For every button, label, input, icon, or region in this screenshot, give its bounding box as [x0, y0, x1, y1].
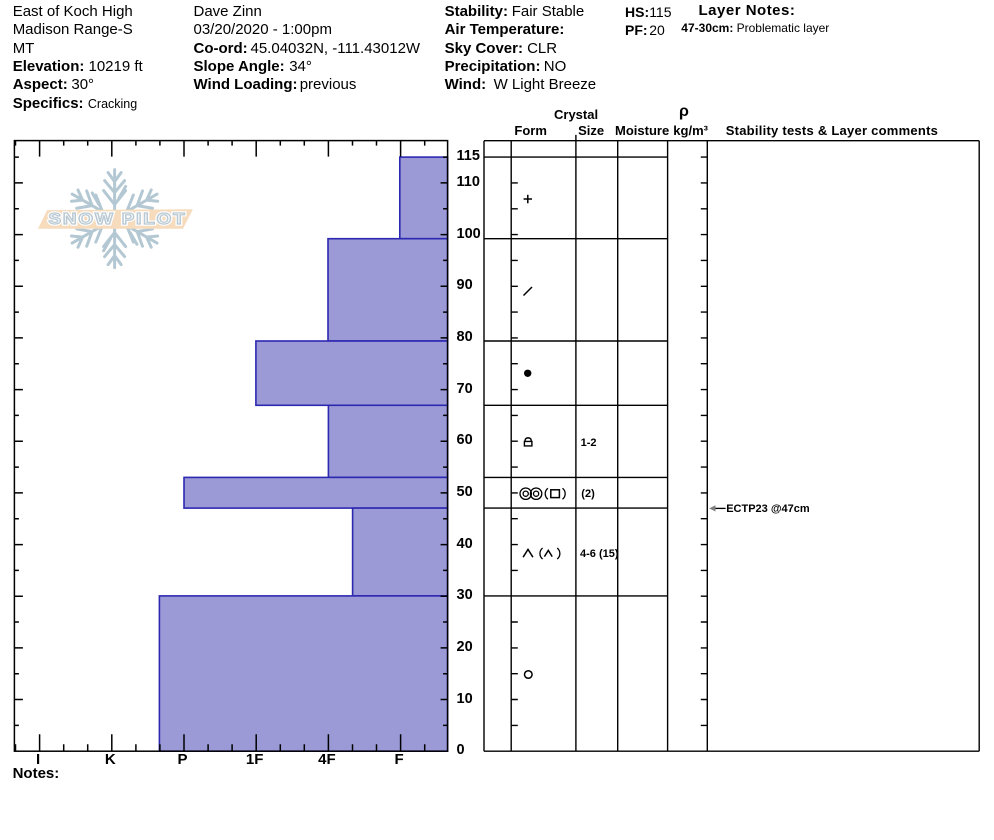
svg-text:SNOW PILOT: SNOW PILOT — [49, 211, 187, 228]
svg-text:SNOW PILOT: SNOW PILOT — [49, 211, 187, 228]
